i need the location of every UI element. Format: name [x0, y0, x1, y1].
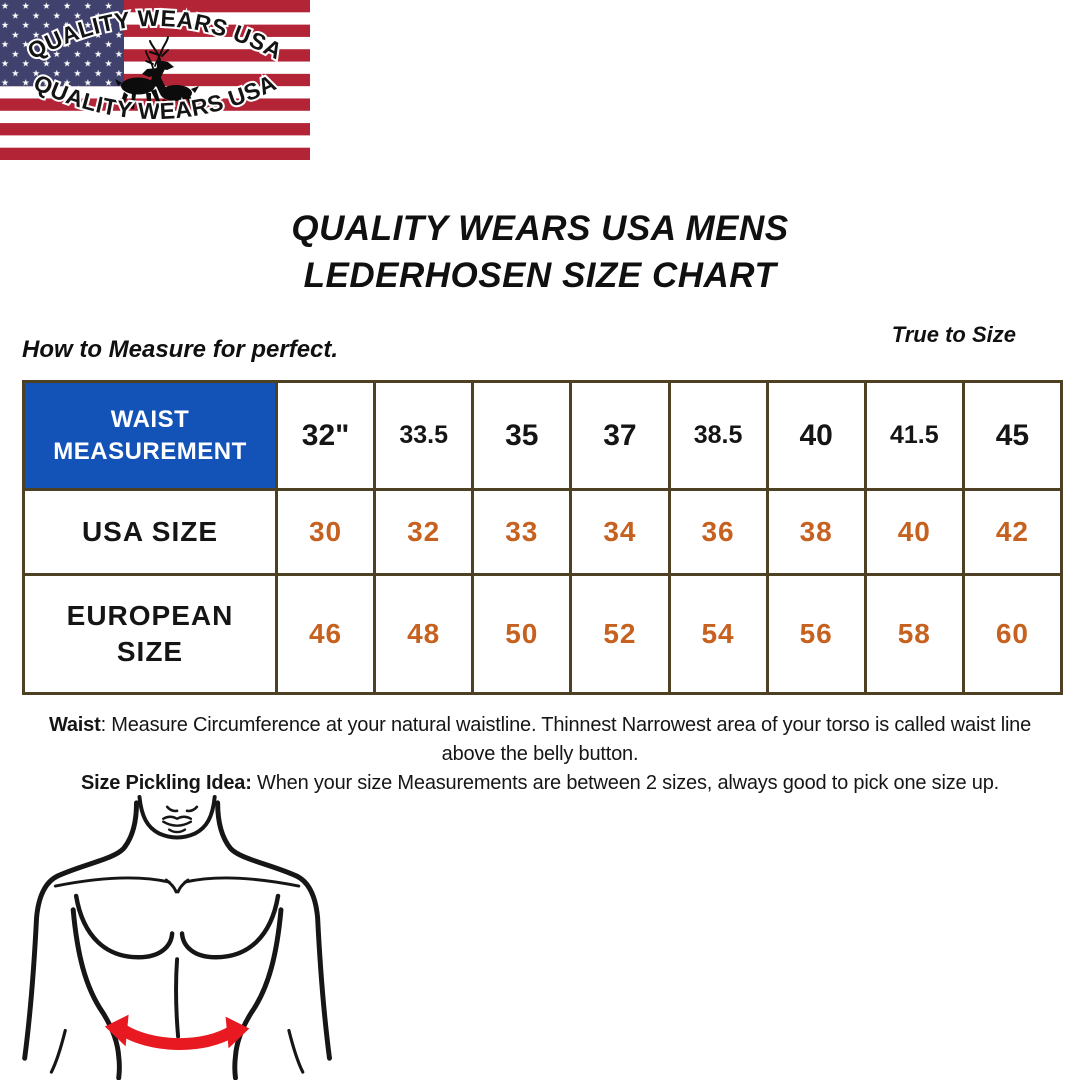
size-picking-text: When your size Measurements are between …: [251, 772, 1000, 794]
size-value-cell: 32: [373, 488, 472, 573]
size-value-cell: 37: [569, 383, 667, 488]
row-header-usa-size: USA SIZE: [25, 488, 275, 573]
size-value-cell: 35: [471, 383, 569, 488]
size-value-cell: 46: [275, 573, 374, 692]
waist-note-text: : Measure Circumference at your natural …: [100, 714, 1032, 765]
size-value-cell: 30: [275, 488, 374, 573]
us-flag-icon: ★ ★: [0, 0, 310, 160]
row-header-waist-measurement: WAIST MEASUREMENT: [25, 383, 275, 488]
size-value-cell: 56: [765, 573, 864, 692]
brand-logo: ★ ★: [0, 0, 310, 160]
size-value-cell: 32": [275, 383, 373, 488]
row-header-european-size: EUROPEAN SIZE: [25, 573, 275, 692]
flag-canton: [0, 0, 124, 87]
size-value-cell: 38.5: [667, 383, 766, 488]
size-value-cell: 48: [373, 573, 472, 692]
size-value-cell: 58: [863, 573, 962, 692]
page-title-line1: QUALITY WEARS USA MENS: [291, 209, 789, 248]
size-value-cell: 52: [569, 573, 668, 692]
size-value-cell: 60: [961, 573, 1060, 692]
how-to-measure-label: How to Measure for perfect.: [22, 336, 339, 363]
size-value-cell: 50: [471, 573, 570, 692]
size-value-cell: 40: [863, 488, 962, 573]
waist-note-label: Waist: [48, 714, 101, 736]
deer-icon: [115, 36, 199, 114]
size-value-cell: 45: [961, 383, 1060, 488]
size-picking-label: Size Pickling Idea:: [80, 772, 252, 794]
page-title-line2: LEDERHOSEN SIZE CHART: [303, 256, 777, 295]
waist-arrow-icon: [104, 1014, 250, 1050]
size-value-cell: 42: [961, 488, 1060, 573]
waist-note: Waist: Measure Circumference at your nat…: [30, 711, 1050, 769]
size-value-cell: 36: [667, 488, 766, 573]
torso-illustration: [20, 793, 350, 1080]
size-value-cell: 41.5: [863, 383, 962, 488]
male-torso-icon: [22, 794, 332, 1080]
size-value-cell: 40: [765, 383, 864, 488]
size-value-cell: 33.5: [373, 383, 471, 488]
size-value-cell: 34: [569, 488, 668, 573]
page-title: QUALITY WEARS USA MENS LEDERHOSEN SIZE C…: [0, 205, 1080, 299]
size-value-cell: 38: [765, 488, 864, 573]
true-to-size-label: True to Size: [891, 322, 1016, 347]
size-picking-note: Size Pickling Idea: When your size Measu…: [30, 769, 1050, 798]
size-value-cell: 54: [667, 573, 766, 692]
size-value-cell: 33: [471, 488, 570, 573]
size-chart-table: WAIST MEASUREMENT 32" 33.5 35 37 38.5 40 41.5 4…: [22, 380, 1063, 695]
